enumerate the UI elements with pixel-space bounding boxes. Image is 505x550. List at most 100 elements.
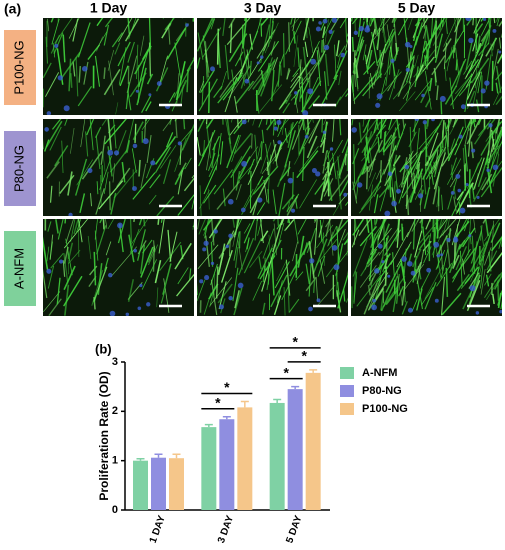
- cell-fiber: [293, 31, 296, 44]
- cell-fiber: [351, 119, 354, 126]
- bar: [133, 460, 148, 510]
- nucleus: [364, 26, 371, 33]
- cell-fiber: [169, 18, 174, 27]
- cell-fiber: [379, 134, 393, 153]
- cell-fiber: [424, 122, 428, 157]
- nucleus: [492, 28, 497, 33]
- nucleus: [260, 55, 264, 59]
- nucleus: [117, 222, 123, 229]
- cell-fiber: [375, 219, 378, 225]
- cell-fiber: [352, 62, 357, 87]
- cell-fiber: [416, 128, 420, 158]
- cell-fiber: [483, 219, 500, 242]
- cell-fiber: [277, 219, 279, 226]
- cell-fiber: [203, 165, 218, 195]
- cell-fiber: [225, 119, 229, 136]
- error-bar: [154, 453, 163, 458]
- cell-fiber: [146, 73, 154, 85]
- cell-fiber: [338, 70, 342, 86]
- nucleus: [294, 91, 298, 95]
- bar: [169, 458, 184, 510]
- cell-fiber: [293, 35, 299, 67]
- cell-fiber: [289, 241, 311, 277]
- cell-fiber: [343, 238, 348, 246]
- cell-fiber: [469, 241, 488, 273]
- cell-fiber: [450, 138, 456, 151]
- cell-fiber: [351, 229, 360, 248]
- cell-fiber: [297, 235, 305, 268]
- cell-fiber: [366, 166, 369, 190]
- cell-fiber: [206, 132, 213, 171]
- cell-fiber: [485, 274, 490, 287]
- cell-fiber: [235, 171, 241, 191]
- nucleus: [417, 193, 424, 199]
- legend-label: P80-NG: [362, 385, 402, 397]
- cell-fiber: [89, 119, 94, 151]
- cell-fiber: [450, 74, 472, 106]
- cell-fiber: [428, 155, 431, 189]
- cell-fiber: [104, 257, 109, 271]
- bar: [201, 427, 217, 510]
- cell-fiber: [104, 119, 128, 145]
- cell-fiber: [411, 248, 422, 268]
- cell-fiber: [184, 157, 192, 170]
- cell-fiber: [416, 249, 425, 285]
- nucleus: [323, 44, 330, 51]
- cell-fiber: [440, 101, 443, 115]
- nucleus: [404, 164, 410, 170]
- cell-fiber: [353, 71, 379, 102]
- cell-fiber: [47, 18, 49, 32]
- cell-fiber: [319, 259, 326, 284]
- cell-fiber: [448, 38, 459, 60]
- cell-fiber: [452, 247, 477, 279]
- cell-fiber: [442, 120, 445, 138]
- cell-fiber: [363, 18, 365, 21]
- significance-label: *: [283, 364, 289, 380]
- row-label-box: [4, 131, 36, 206]
- cell-fiber: [341, 137, 348, 154]
- cell-fiber: [45, 36, 49, 64]
- nucleus: [257, 197, 263, 203]
- cell-fiber: [238, 237, 254, 276]
- cell-fiber: [372, 276, 382, 310]
- cell-fiber: [454, 18, 456, 19]
- cell-fiber: [52, 42, 56, 58]
- cell-fiber: [246, 237, 250, 250]
- nucleus: [276, 119, 282, 125]
- nucleus: [401, 256, 407, 262]
- cell-fiber: [249, 171, 252, 209]
- cell-fiber: [299, 179, 317, 209]
- cell-fiber: [454, 75, 471, 95]
- cell-fiber: [234, 51, 244, 67]
- cell-fiber: [226, 18, 251, 46]
- row-label-box: [4, 30, 36, 105]
- cell-fiber: [119, 65, 129, 87]
- row-label: P80-NG: [11, 145, 26, 192]
- legend-swatch: [340, 367, 354, 379]
- cell-fiber: [451, 164, 453, 181]
- cell-fiber: [266, 143, 277, 172]
- cell-fiber: [258, 40, 280, 72]
- cell-fiber: [270, 41, 276, 56]
- cell-fiber: [160, 291, 166, 304]
- cell-fiber: [414, 184, 423, 200]
- row-label: A-NFM: [11, 248, 26, 289]
- cell-fiber: [360, 180, 382, 211]
- cell-fiber: [285, 20, 302, 55]
- panel-label: (b): [95, 341, 112, 356]
- cell-fiber: [420, 40, 426, 68]
- cell-fiber: [301, 119, 305, 131]
- cell-fiber: [94, 55, 101, 87]
- cell-fiber: [188, 268, 192, 280]
- cell-fiber: [495, 71, 502, 81]
- cell-fiber: [374, 18, 379, 37]
- error-bar: [240, 400, 249, 408]
- nucleus: [328, 29, 333, 34]
- cell-fiber: [290, 72, 299, 82]
- cell-fiber: [497, 292, 502, 309]
- cell-fiber: [422, 19, 444, 54]
- error-bar: [222, 416, 231, 420]
- cell-fiber: [422, 123, 441, 153]
- cell-fiber: [280, 219, 285, 226]
- cell-fiber: [111, 32, 124, 48]
